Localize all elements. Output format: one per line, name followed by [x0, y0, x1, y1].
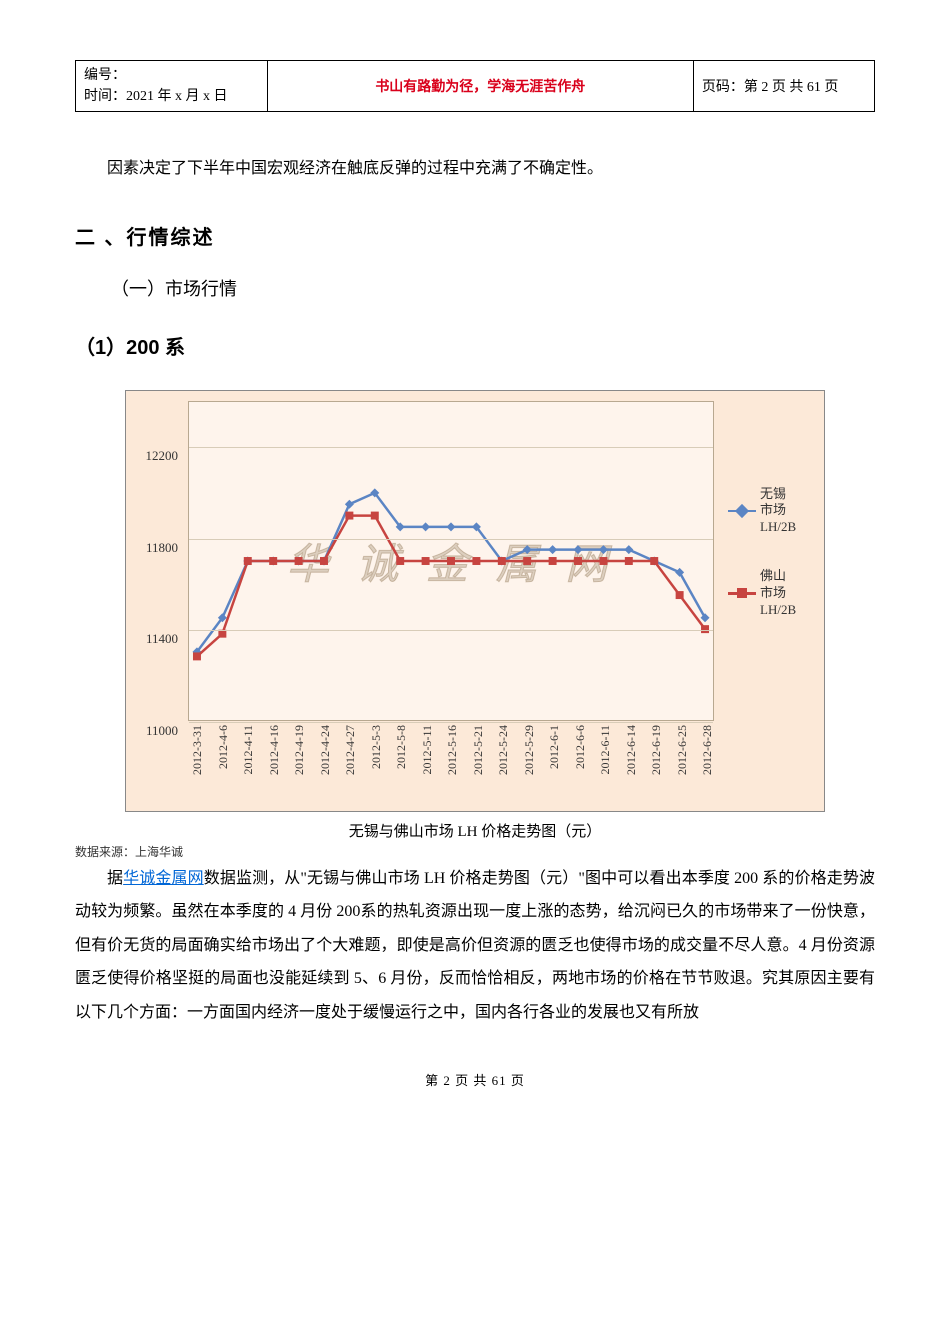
x-tick-label: 2012-4-24	[318, 725, 333, 775]
square-marker-icon	[728, 592, 756, 595]
x-tick-label: 2012-5-16	[445, 725, 460, 775]
x-tick-label: 2012-6-28	[700, 725, 715, 775]
y-tick-label: 11000	[146, 723, 178, 739]
chart-container: 11000 11400 11800 12200 华 诚 金 属 网 2012-3-31…	[125, 390, 825, 841]
intro-paragraph: 因素决定了下半年中国宏观经济在触底反弹的过程中充满了不确定性。	[75, 152, 875, 186]
header-page-label: 页码：第 2 页 共 61 页	[693, 61, 874, 112]
x-tick-label: 2012-6-1	[547, 725, 562, 769]
x-tick-label: 2012-6-6	[573, 725, 588, 769]
huacheng-link[interactable]: 华诚金属网	[123, 870, 204, 887]
y-tick-label: 12200	[146, 448, 179, 464]
x-tick-label: 2012-5-21	[471, 725, 486, 775]
chart-series-svg	[189, 402, 713, 720]
x-tick-label: 2012-6-11	[598, 725, 613, 775]
x-tick-label: 2012-6-25	[675, 725, 690, 775]
x-tick-label: 2012-4-6	[216, 725, 231, 769]
legend-label: 佛山 市场 LH/2B	[760, 568, 796, 619]
chart-caption: 无锡与佛山市场 LH 价格走势图（元）	[125, 820, 825, 841]
x-tick-label: 2012-6-19	[649, 725, 664, 775]
header-table: 编号： 时间：2021 年 x 月 x 日 书山有路勤为径，学海无涯苦作舟 页码…	[75, 60, 875, 112]
x-tick-label: 2012-6-14	[624, 725, 639, 775]
subsection2-heading: （1）200 系	[75, 331, 875, 360]
x-tick-label: 2012-4-16	[267, 725, 282, 775]
chart-legend: 无锡 市场 LH/2B 佛山 市场 LH/2B	[728, 486, 818, 651]
plot-area: 华 诚 金 属 网	[188, 401, 714, 721]
header-left-cell: 编号： 时间：2021 年 x 月 x 日	[76, 61, 268, 112]
diamond-marker-icon	[728, 510, 756, 512]
subsection-heading: （一）市场行情	[75, 275, 875, 301]
x-tick-label: 2012-4-19	[292, 725, 307, 775]
x-axis-labels: 2012-3-31 2012-4-6 2012-4-11 2012-4-16 2012-…	[188, 721, 714, 801]
x-tick-label: 2012-5-29	[522, 725, 537, 775]
legend-item: 无锡 市场 LH/2B	[728, 486, 818, 537]
x-tick-label: 2012-5-3	[369, 725, 384, 769]
x-tick-label: 2012-5-24	[496, 725, 511, 775]
y-tick-label: 11800	[146, 540, 178, 556]
header-motto: 书山有路勤为径，学海无涯苦作舟	[267, 61, 693, 112]
section-heading: 二 、行情综述	[75, 221, 875, 250]
time-label: 时间：2021 年 x 月 x 日	[84, 86, 259, 107]
body-lead: 据	[107, 870, 123, 887]
x-tick-label: 2012-5-11	[420, 725, 435, 775]
legend-item: 佛山 市场 LH/2B	[728, 568, 818, 619]
body-paragraph: 据华诚金属网数据监测，从"无锡与佛山市场 LH 价格走势图（元）"图中可以看出本…	[75, 862, 875, 1030]
x-tick-label: 2012-4-27	[343, 725, 358, 775]
serial-label: 编号：	[84, 65, 259, 86]
legend-label: 无锡 市场 LH/2B	[760, 486, 796, 537]
x-tick-label: 2012-3-31	[190, 725, 205, 775]
chart-source: 数据来源：上海华诚	[75, 843, 875, 860]
y-axis-labels: 11000 11400 11800 12200	[134, 401, 182, 767]
x-tick-label: 2012-5-8	[394, 725, 409, 769]
chart-outer: 11000 11400 11800 12200 华 诚 金 属 网 2012-3-31…	[125, 390, 825, 812]
page-footer: 第 2 页 共 61 页	[75, 1070, 875, 1089]
y-tick-label: 11400	[146, 631, 178, 647]
body-rest: 数据监测，从"无锡与佛山市场 LH 价格走势图（元）"图中可以看出本季度 200…	[75, 870, 875, 1021]
x-tick-label: 2012-4-11	[241, 725, 256, 775]
